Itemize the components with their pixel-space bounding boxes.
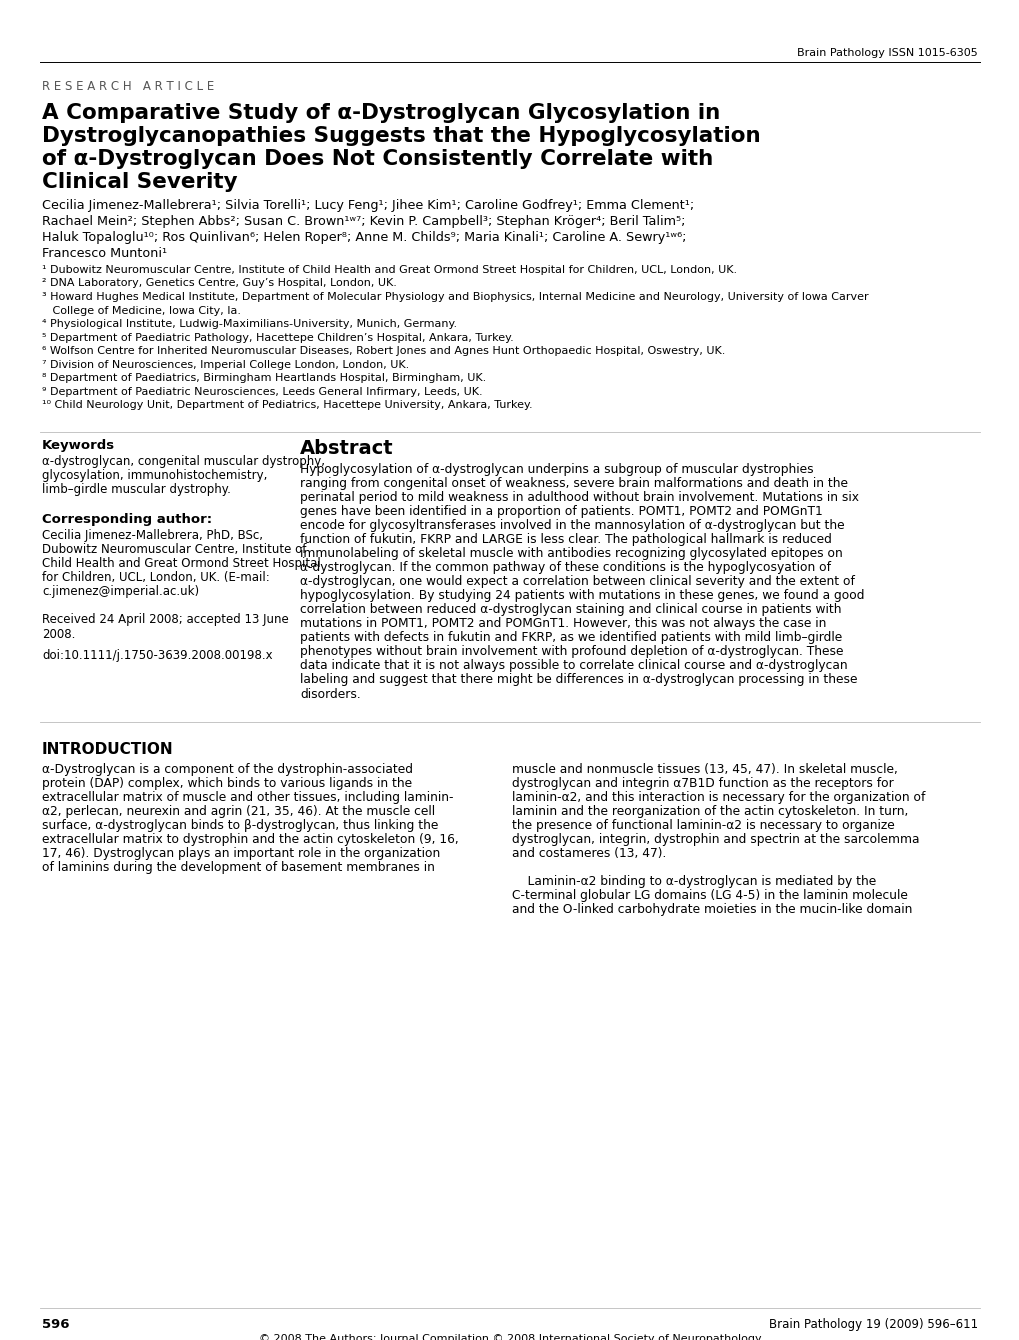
Text: Corresponding author:: Corresponding author: — [42, 513, 212, 527]
Text: Francesco Muntoni¹: Francesco Muntoni¹ — [42, 247, 167, 260]
Text: Laminin-α2 binding to α-dystroglycan is mediated by the: Laminin-α2 binding to α-dystroglycan is … — [512, 875, 875, 888]
Text: ¹ Dubowitz Neuromuscular Centre, Institute of Child Health and Great Ormond Stre: ¹ Dubowitz Neuromuscular Centre, Institu… — [42, 265, 737, 275]
Text: glycosylation, immunohistochemistry,: glycosylation, immunohistochemistry, — [42, 469, 267, 482]
Text: data indicate that it is not always possible to correlate clinical course and α-: data indicate that it is not always poss… — [300, 659, 847, 673]
Text: mutations in POMT1, POMT2 and POMGnT1. However, this was not always the case in: mutations in POMT1, POMT2 and POMGnT1. H… — [300, 618, 825, 631]
Text: extracellular matrix of muscle and other tissues, including laminin-: extracellular matrix of muscle and other… — [42, 792, 453, 804]
Text: Dubowitz Neuromuscular Centre, Institute of: Dubowitz Neuromuscular Centre, Institute… — [42, 544, 306, 556]
Text: ⁶ Wolfson Centre for Inherited Neuromuscular Diseases, Robert Jones and Agnes Hu: ⁶ Wolfson Centre for Inherited Neuromusc… — [42, 346, 725, 356]
Text: Dystroglycanopathies Suggests that the Hypoglycosylation: Dystroglycanopathies Suggests that the H… — [42, 126, 760, 146]
Text: and the O-linked carbohydrate moieties in the mucin-like domain: and the O-linked carbohydrate moieties i… — [512, 903, 911, 917]
Text: function of fukutin, FKRP and LARGE is less clear. The pathological hallmark is : function of fukutin, FKRP and LARGE is l… — [300, 533, 832, 547]
Text: ² DNA Laboratory, Genetics Centre, Guy’s Hospital, London, UK.: ² DNA Laboratory, Genetics Centre, Guy’s… — [42, 279, 396, 288]
Text: ⁴ Physiological Institute, Ludwig-Maximilians-University, Munich, Germany.: ⁴ Physiological Institute, Ludwig-Maximi… — [42, 319, 457, 330]
Text: α-Dystroglycan is a component of the dystrophin-associated: α-Dystroglycan is a component of the dys… — [42, 764, 413, 776]
Text: disorders.: disorders. — [300, 687, 361, 701]
Text: dystroglycan, integrin, dystrophin and spectrin at the sarcolemma: dystroglycan, integrin, dystrophin and s… — [512, 833, 918, 847]
Text: ⁹ Department of Paediatric Neurosciences, Leeds General Infirmary, Leeds, UK.: ⁹ Department of Paediatric Neurosciences… — [42, 386, 482, 397]
Text: ranging from congenital onset of weakness, severe brain malformations and death : ranging from congenital onset of weaknes… — [300, 477, 847, 490]
Text: and costameres (13, 47).: and costameres (13, 47). — [512, 847, 665, 860]
Text: correlation between reduced α-dystroglycan staining and clinical course in patie: correlation between reduced α-dystroglyc… — [300, 603, 841, 616]
Text: α-dystroglycan. If the common pathway of these conditions is the hypoglycosyatio: α-dystroglycan. If the common pathway of… — [300, 561, 830, 575]
Text: doi:10.1111/j.1750-3639.2008.00198.x: doi:10.1111/j.1750-3639.2008.00198.x — [42, 650, 272, 662]
Text: Child Health and Great Ormond Street Hospital: Child Health and Great Ormond Street Hos… — [42, 557, 320, 571]
Text: α-dystroglycan, one would expect a correlation between clinical severity and the: α-dystroglycan, one would expect a corre… — [300, 575, 854, 588]
Text: protein (DAP) complex, which binds to various ligands in the: protein (DAP) complex, which binds to va… — [42, 777, 412, 791]
Text: genes have been identified in a proportion of patients. POMT1, POMT2 and POMGnT1: genes have been identified in a proporti… — [300, 505, 822, 519]
Text: the presence of functional laminin-α2 is necessary to organize: the presence of functional laminin-α2 is… — [512, 820, 894, 832]
Text: surface, α-dystroglycan binds to β-dystroglycan, thus linking the: surface, α-dystroglycan binds to β-dystr… — [42, 820, 438, 832]
Text: muscle and nonmuscle tissues (13, 45, 47). In skeletal muscle,: muscle and nonmuscle tissues (13, 45, 47… — [512, 764, 897, 776]
Text: 596: 596 — [42, 1319, 69, 1331]
Text: Cecilia Jimenez-Mallebrera¹; Silvia Torelli¹; Lucy Feng¹; Jihee Kim¹; Caroline G: Cecilia Jimenez-Mallebrera¹; Silvia Tore… — [42, 200, 694, 212]
Text: ⁵ Department of Paediatric Pathology, Hacettepe Children’s Hospital, Ankara, Tur: ⁵ Department of Paediatric Pathology, Ha… — [42, 332, 514, 343]
Text: INTRODUCTION: INTRODUCTION — [42, 741, 173, 757]
Text: Brain Pathology ISSN 1015-6305: Brain Pathology ISSN 1015-6305 — [797, 48, 977, 58]
Text: Rachael Mein²; Stephen Abbs²; Susan C. Brown¹ʷ⁷; Kevin P. Campbell³; Stephan Krö: Rachael Mein²; Stephen Abbs²; Susan C. B… — [42, 214, 685, 228]
Text: Haluk Topaloglu¹⁰; Ros Quinlivan⁶; Helen Roper⁸; Anne M. Childs⁹; Maria Kinali¹;: Haluk Topaloglu¹⁰; Ros Quinlivan⁶; Helen… — [42, 230, 686, 244]
Text: Received 24 April 2008; accepted 13 June: Received 24 April 2008; accepted 13 June — [42, 614, 288, 627]
Text: encode for glycosyltransferases involved in the mannosylation of α-dystroglycan : encode for glycosyltransferases involved… — [300, 520, 844, 532]
Text: Keywords: Keywords — [42, 440, 115, 453]
Text: Cecilia Jimenez-Mallebrera, PhD, BSc,: Cecilia Jimenez-Mallebrera, PhD, BSc, — [42, 529, 263, 543]
Text: R E S E A R C H   A R T I C L E: R E S E A R C H A R T I C L E — [42, 80, 214, 92]
Text: dystroglycan and integrin α7B1D function as the receptors for: dystroglycan and integrin α7B1D function… — [512, 777, 893, 791]
Text: C-terminal globular LG domains (LG 4-5) in the laminin molecule: C-terminal globular LG domains (LG 4-5) … — [512, 890, 907, 903]
Text: ⁷ Division of Neurosciences, Imperial College London, London, UK.: ⁷ Division of Neurosciences, Imperial Co… — [42, 359, 409, 370]
Text: of laminins during the development of basement membranes in: of laminins during the development of ba… — [42, 862, 434, 875]
Text: perinatal period to mild weakness in adulthood without brain involvement. Mutati: perinatal period to mild weakness in adu… — [300, 492, 858, 504]
Text: limb–girdle muscular dystrophy.: limb–girdle muscular dystrophy. — [42, 484, 230, 497]
Text: 17, 46). Dystroglycan plays an important role in the organization: 17, 46). Dystroglycan plays an important… — [42, 847, 440, 860]
Text: Hypoglycosylation of α-dystroglycan underpins a subgroup of muscular dystrophies: Hypoglycosylation of α-dystroglycan unde… — [300, 464, 813, 477]
Text: laminin-α2, and this interaction is necessary for the organization of: laminin-α2, and this interaction is nece… — [512, 792, 924, 804]
Text: A Comparative Study of α-Dystroglycan Glycosylation in: A Comparative Study of α-Dystroglycan Gl… — [42, 103, 719, 123]
Text: laminin and the reorganization of the actin cytoskeleton. In turn,: laminin and the reorganization of the ac… — [512, 805, 908, 819]
Text: ⁸ Department of Paediatrics, Birmingham Heartlands Hospital, Birmingham, UK.: ⁸ Department of Paediatrics, Birmingham … — [42, 373, 486, 383]
Text: patients with defects in fukutin and FKRP, as we identified patients with mild l: patients with defects in fukutin and FKR… — [300, 631, 842, 645]
Text: labeling and suggest that there might be differences in α-dystroglycan processin: labeling and suggest that there might be… — [300, 674, 857, 686]
Text: α-dystroglycan, congenital muscular dystrophy,: α-dystroglycan, congenital muscular dyst… — [42, 456, 325, 469]
Text: Clinical Severity: Clinical Severity — [42, 172, 237, 192]
Text: immunolabeling of skeletal muscle with antibodies recognizing glycosylated epito: immunolabeling of skeletal muscle with a… — [300, 548, 842, 560]
Text: Abstract: Abstract — [300, 440, 393, 458]
Text: for Children, UCL, London, UK. (E-mail:: for Children, UCL, London, UK. (E-mail: — [42, 571, 269, 584]
Text: College of Medicine, Iowa City, Ia.: College of Medicine, Iowa City, Ia. — [42, 306, 240, 315]
Text: 2008.: 2008. — [42, 627, 75, 641]
Text: © 2008 The Authors; Journal Compilation © 2008 International Society of Neuropat: © 2008 The Authors; Journal Compilation … — [259, 1335, 760, 1340]
Text: ³ Howard Hughes Medical Institute, Department of Molecular Physiology and Biophy: ³ Howard Hughes Medical Institute, Depar… — [42, 292, 868, 302]
Text: extracellular matrix to dystrophin and the actin cytoskeleton (9, 16,: extracellular matrix to dystrophin and t… — [42, 833, 459, 847]
Text: Brain Pathology 19 (2009) 596–611: Brain Pathology 19 (2009) 596–611 — [768, 1319, 977, 1331]
Text: of α-Dystroglycan Does Not Consistently Correlate with: of α-Dystroglycan Does Not Consistently … — [42, 149, 712, 169]
Text: α2, perlecan, neurexin and agrin (21, 35, 46). At the muscle cell: α2, perlecan, neurexin and agrin (21, 35… — [42, 805, 435, 819]
Text: hypoglycosylation. By studying 24 patients with mutations in these genes, we fou: hypoglycosylation. By studying 24 patien… — [300, 590, 864, 603]
Text: c.jimenez@imperial.ac.uk): c.jimenez@imperial.ac.uk) — [42, 586, 199, 599]
Text: ¹⁰ Child Neurology Unit, Department of Pediatrics, Hacettepe University, Ankara,: ¹⁰ Child Neurology Unit, Department of P… — [42, 401, 532, 410]
Text: phenotypes without brain involvement with profound depletion of α-dystroglycan. : phenotypes without brain involvement wit… — [300, 646, 843, 658]
